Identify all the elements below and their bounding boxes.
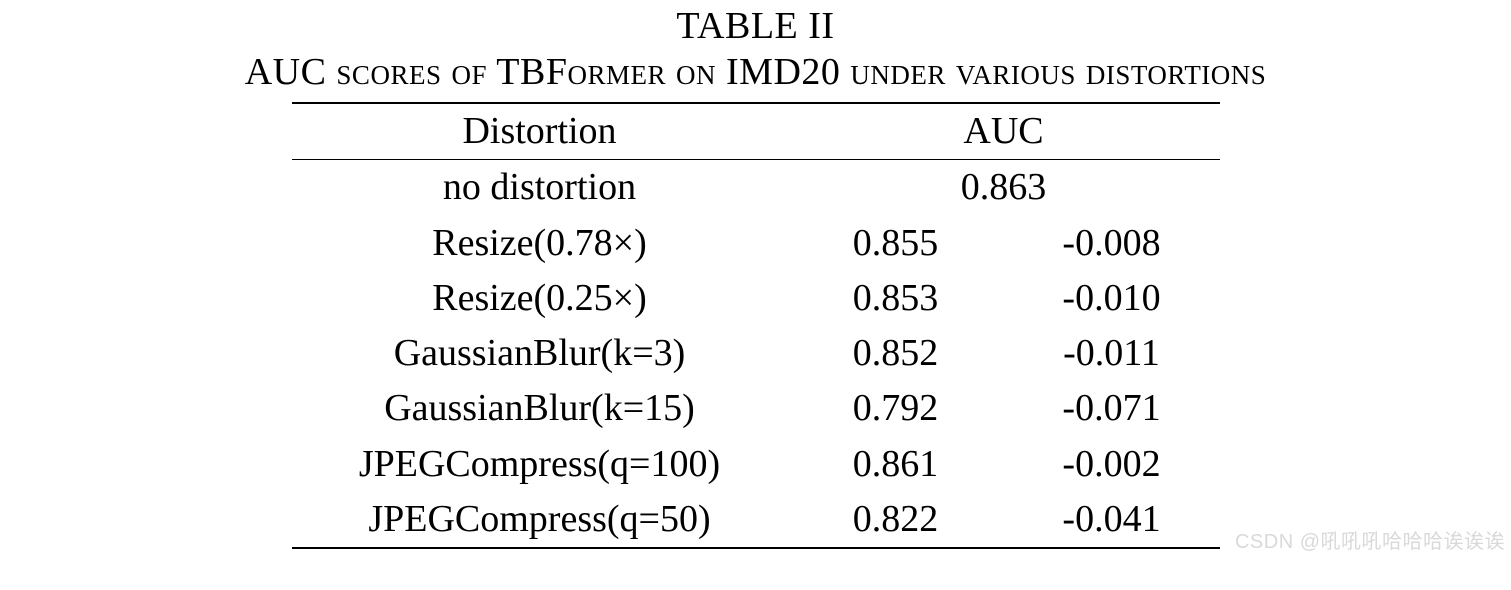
caption-part-2: ormer on — [567, 51, 726, 93]
cell-diff: -0.071 — [1004, 381, 1220, 436]
watermark-text: CSDN @吼吼吼哈哈哈诶诶诶 — [1235, 525, 1505, 554]
cell-distortion: no distortion — [292, 160, 788, 216]
cell-auc: 0.822 — [788, 492, 1004, 548]
cell-diff: -0.008 — [1004, 216, 1220, 271]
caption-part-1: AUC scores of TBF — [245, 51, 568, 93]
table-row: JPEGCompress(q=50) 0.822 -0.041 — [292, 492, 1220, 548]
header-distortion: Distortion — [292, 103, 788, 160]
cell-distortion: Resize(0.25×) — [292, 271, 788, 326]
cell-auc: 0.863 — [788, 160, 1220, 216]
table-row: Resize(0.25×) 0.853 -0.010 — [292, 271, 1220, 326]
table-row: JPEGCompress(q=100) 0.861 -0.002 — [292, 437, 1220, 492]
cell-auc: 0.852 — [788, 326, 1004, 381]
cell-distortion: Resize(0.78×) — [292, 216, 788, 271]
table-row: GaussianBlur(k=15) 0.792 -0.071 — [292, 381, 1220, 436]
table-row: Resize(0.78×) 0.855 -0.008 — [292, 216, 1220, 271]
cell-auc: 0.861 — [788, 437, 1004, 492]
caption-part-4: under various distortions — [840, 51, 1266, 93]
table-header-row: Distortion AUC — [292, 103, 1220, 160]
table-caption: AUC scores of TBFormer on IMD20 under va… — [0, 50, 1511, 94]
cell-distortion: JPEGCompress(q=100) — [292, 437, 788, 492]
cell-diff: -0.002 — [1004, 437, 1220, 492]
cell-distortion: GaussianBlur(k=15) — [292, 381, 788, 436]
cell-auc: 0.792 — [788, 381, 1004, 436]
table-row: no distortion 0.863 — [292, 160, 1220, 216]
cell-auc: 0.855 — [788, 216, 1004, 271]
cell-auc: 0.853 — [788, 271, 1004, 326]
header-auc: AUC — [788, 103, 1220, 160]
table-number: TABLE II — [0, 4, 1511, 48]
caption-part-3: IMD20 — [726, 51, 840, 93]
cell-distortion: JPEGCompress(q=50) — [292, 492, 788, 548]
cell-diff: -0.010 — [1004, 271, 1220, 326]
cell-diff: -0.041 — [1004, 492, 1220, 548]
table-container: TABLE II AUC scores of TBFormer on IMD20… — [0, 0, 1511, 549]
table-row: GaussianBlur(k=3) 0.852 -0.011 — [292, 326, 1220, 381]
auc-table: Distortion AUC no distortion 0.863 Resiz… — [292, 102, 1220, 549]
cell-distortion: GaussianBlur(k=3) — [292, 326, 788, 381]
cell-diff: -0.011 — [1004, 326, 1220, 381]
